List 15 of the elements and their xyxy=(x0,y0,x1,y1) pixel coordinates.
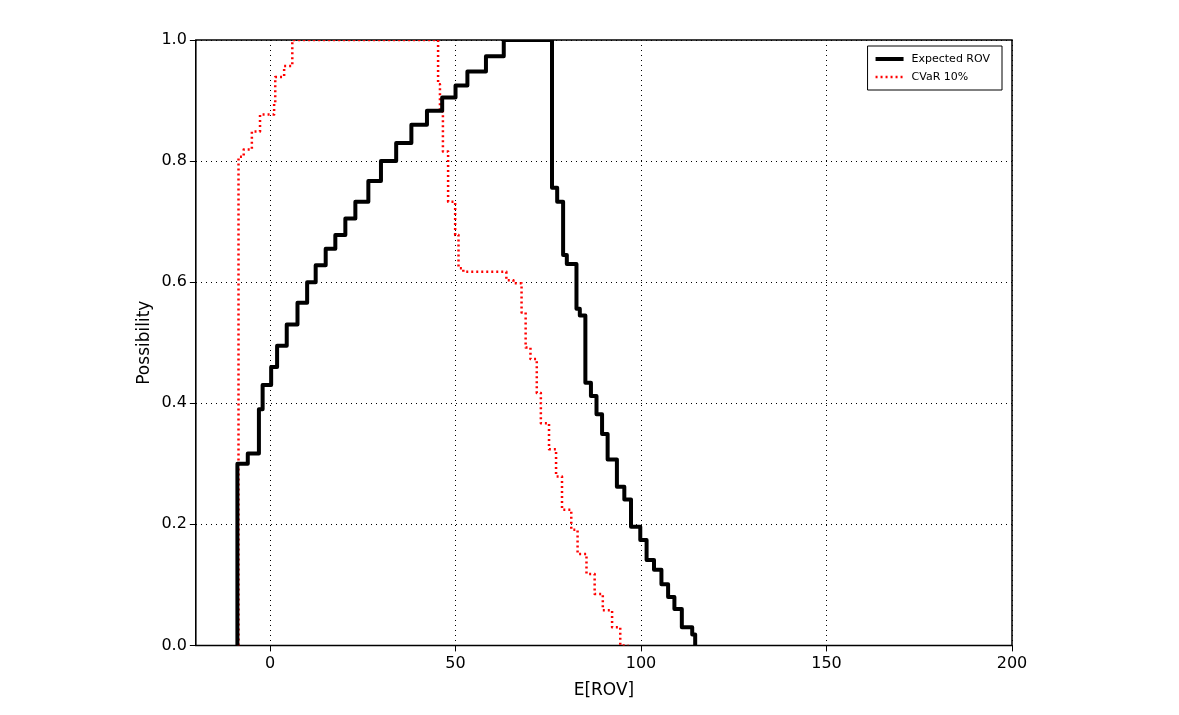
x-tick-label: 150 xyxy=(811,653,842,673)
y-tick-label: 1.0 xyxy=(161,29,187,49)
x-axis-title: E[ROV] xyxy=(573,679,635,700)
y-tick-label: 0.8 xyxy=(161,150,187,170)
x-tick-label: 50 xyxy=(445,653,466,673)
legend-label: CVaR 10% xyxy=(911,69,969,83)
y-tick-label: 0.2 xyxy=(161,513,187,533)
y-tick-label: 0.4 xyxy=(161,392,187,412)
y-tick-label: 0.0 xyxy=(161,634,187,654)
x-tick-label: 200 xyxy=(996,653,1028,673)
y-tick-label: 0.6 xyxy=(161,271,187,291)
x-tick-label: 0 xyxy=(264,653,276,673)
y-axis-title: Possibility xyxy=(132,300,153,385)
x-tick-label: 100 xyxy=(625,653,657,673)
legend-label: Expected ROV xyxy=(911,51,991,65)
